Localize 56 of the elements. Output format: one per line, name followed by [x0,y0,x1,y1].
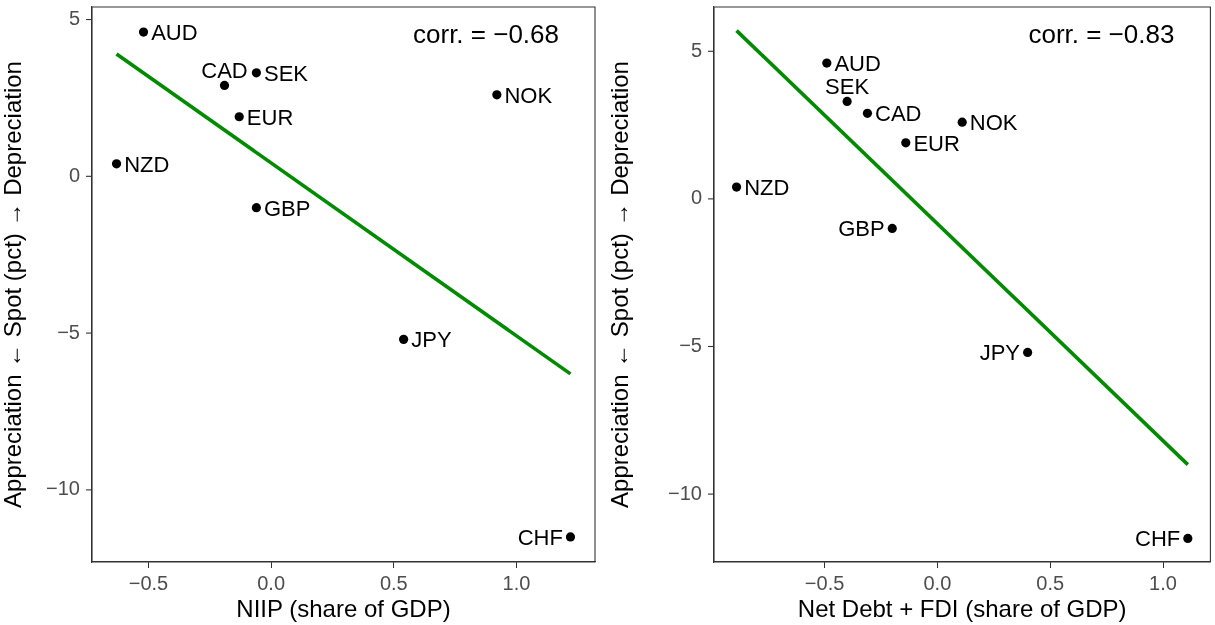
point [492,90,502,100]
annotation: NZD [744,175,790,200]
y-tick-label: 5 [68,7,80,30]
point [1183,533,1193,543]
point [251,68,261,78]
y-tick-label: −10 [46,477,80,500]
point [138,27,149,37]
x-tick-label: 0.5 [379,571,408,594]
annotation: NOK [504,82,553,108]
point [731,182,742,192]
annotation: NOK [969,110,1018,136]
point [957,117,967,127]
point [234,112,244,122]
point [565,532,576,542]
annotation: GBP [263,195,311,221]
y-tick-label: 0 [690,186,702,209]
annotation: EUR [913,130,960,156]
annotation: CAD [201,57,248,83]
point [1023,347,1033,357]
y-tick-label: −10 [668,481,702,504]
x-tick-label: 0.5 [1036,571,1065,594]
y-tick-label: 5 [690,38,702,61]
point [901,138,911,148]
annotation: corr. = −0.68 [413,18,559,49]
point [887,223,897,234]
point [822,58,832,68]
y-axis-title: Appreciation ← Spot (pct) → Depreciation [0,61,27,508]
annotation: CHF [517,524,563,550]
x-tick-label: 1.0 [502,571,531,594]
x-tick-label: 0.0 [923,571,952,594]
x-axis-title: NIIP (share of GDP) [236,595,451,623]
point [862,108,873,118]
x-tick-label: 1.0 [1149,571,1177,594]
annotation: JPY [979,340,1021,366]
annotation: GBP [838,216,885,242]
point [219,80,230,90]
point [251,203,261,213]
annotation: JPY [411,327,452,353]
annotation: SEK [263,60,309,86]
annotation: NZD [124,151,170,177]
y-tick-label: 0 [68,163,80,186]
annotation: EUR [246,104,294,130]
y-tick-label: −5 [679,334,702,357]
point [111,159,122,169]
x-tick-label: −0.5 [804,571,845,594]
annotation: corr. = −0.83 [1028,18,1175,49]
x-axis-title: Net Debt + FDI (share of GDP) [797,595,1127,623]
y-axis-title: Appreciation ← Spot (pct) → Depreciation [606,61,634,508]
point [842,96,852,107]
annotation: AUD [151,20,198,45]
annotation: CAD [875,101,922,127]
x-tick-label: −0.5 [128,571,169,594]
x-tick-label: 0.0 [257,571,286,594]
y-tick-label: −5 [57,320,80,343]
annotation: CHF [1135,526,1181,552]
point [399,334,409,344]
